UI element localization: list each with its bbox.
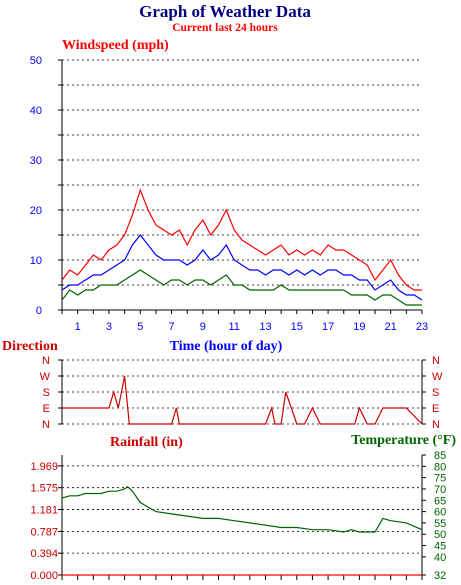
temp-y-tick-label: 45 <box>434 541 446 553</box>
direction-y-tick-label: N <box>42 419 50 431</box>
rain-y-tick-label: 1.969 <box>30 461 58 473</box>
wind-x-tick-label: 17 <box>322 321 334 333</box>
rain-y-tick-label: 1.181 <box>30 505 58 517</box>
direction-series-line-0 <box>62 375 423 425</box>
chart-subtitle: Current last 24 hours <box>172 22 278 34</box>
direction-y-tick-label: E <box>43 403 50 415</box>
temp-y-tick-label: 70 <box>434 484 446 496</box>
temp-y-tick-label: 32 <box>434 570 446 582</box>
direction-y-tick-label: S <box>43 387 50 399</box>
wind-x-tick-label: 3 <box>106 321 112 333</box>
direction-y-tick-label-right: N <box>432 355 440 367</box>
direction-y-tick-label-right: E <box>432 403 439 415</box>
wind-series-line-0 <box>61 188 422 291</box>
temp-y-tick-label: 60 <box>434 507 446 519</box>
wind-x-tick-label: 9 <box>200 321 206 333</box>
wind-x-tick-label: 1 <box>75 321 81 333</box>
wind-x-axis-label: Time (hour of day) <box>170 339 283 354</box>
wind-x-tick-label: 23 <box>416 321 428 333</box>
wind-x-tick-label: 13 <box>259 321 271 333</box>
wind-panel-title: Windspeed (mph) <box>62 38 169 53</box>
rain-y-tick-label: 1.575 <box>30 483 58 495</box>
wind-y-tick-label: 20 <box>30 205 42 217</box>
rain-y-tick-label: 0.000 <box>30 570 58 582</box>
wind-x-tick-label: 7 <box>169 321 175 333</box>
wind-series-line-2 <box>61 269 422 306</box>
temp-y-tick-label: 55 <box>434 518 446 530</box>
chart-title: Graph of Weather Data <box>139 2 311 21</box>
wind-y-tick-label: 30 <box>30 155 42 167</box>
wind-y-tick-label: 0 <box>36 305 42 317</box>
rain-y-tick-label: 0.787 <box>30 526 58 538</box>
wind-y-tick-label: 40 <box>30 105 42 117</box>
wind-series-line-1 <box>61 234 423 301</box>
wind-y-tick-label: 50 <box>30 55 42 67</box>
direction-y-tick-label-right: N <box>432 419 440 431</box>
direction-y-tick-label-right: W <box>432 371 443 383</box>
direction-y-tick-label: N <box>42 355 50 367</box>
temp-y-tick-label: 85 <box>434 450 446 462</box>
temp-y-tick-label: 50 <box>434 529 446 541</box>
temp-y-tick-label: 75 <box>434 473 446 485</box>
wind-x-tick-label: 15 <box>291 321 303 333</box>
temp-y-tick-label: 80 <box>434 461 446 473</box>
temp-y-tick-label: 65 <box>434 495 446 507</box>
wind-x-tick-label: 5 <box>137 321 143 333</box>
direction-y-tick-label-right: S <box>432 387 439 399</box>
wind-y-tick-label: 10 <box>30 255 42 267</box>
direction-panel-title: Direction <box>2 339 58 354</box>
wind-x-tick-label: 11 <box>228 321 239 333</box>
rainfall-axis-label: Rainfall (in) <box>110 435 183 450</box>
wind-x-tick-label: 21 <box>385 321 397 333</box>
temp-y-tick-label: 40 <box>434 552 446 564</box>
direction-y-tick-label: W <box>40 371 51 383</box>
rain-y-tick-label: 0.394 <box>30 548 58 560</box>
rain-temp-series-line-0 <box>61 485 423 533</box>
temperature-axis-label: Temperature (°F) <box>351 433 456 448</box>
wind-x-tick-label: 19 <box>353 321 365 333</box>
